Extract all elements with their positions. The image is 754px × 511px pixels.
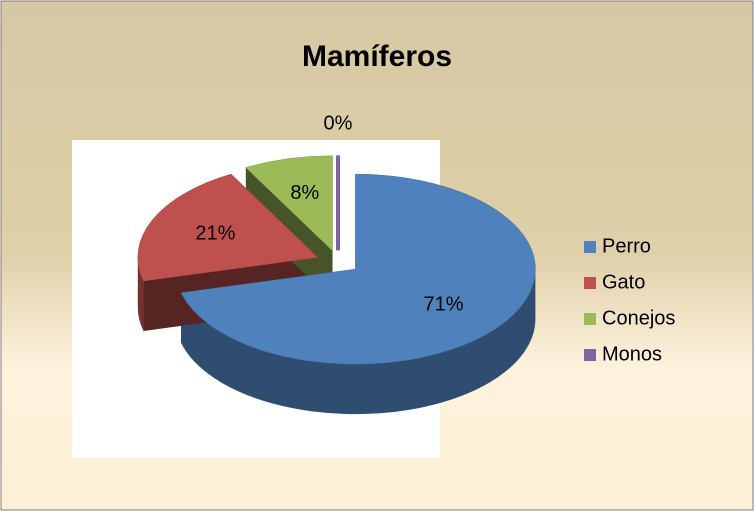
- chart-title: Mamíferos: [302, 40, 452, 73]
- legend-label: Monos: [602, 343, 662, 365]
- legend-swatch: [584, 277, 596, 289]
- legend: Perro Gato Conejos Monos: [584, 235, 675, 365]
- slice: [245, 155, 333, 252]
- slice-wall: [137, 257, 144, 332]
- legend-label: Conejos: [602, 307, 675, 329]
- slice: [180, 173, 536, 365]
- data-label: 71%: [424, 293, 464, 315]
- slice-wall: [181, 269, 536, 415]
- slice: [137, 173, 319, 282]
- pie: 71% 21% 8% 0%: [137, 113, 536, 415]
- data-label: 8%: [290, 182, 319, 204]
- legend-swatch: [584, 313, 596, 325]
- data-label: 0%: [324, 113, 353, 135]
- legend-swatch: [584, 241, 596, 253]
- legend-label: Perro: [602, 235, 651, 257]
- legend-label: Gato: [602, 271, 645, 293]
- data-label: 21%: [195, 222, 235, 244]
- legend-swatch: [584, 349, 596, 361]
